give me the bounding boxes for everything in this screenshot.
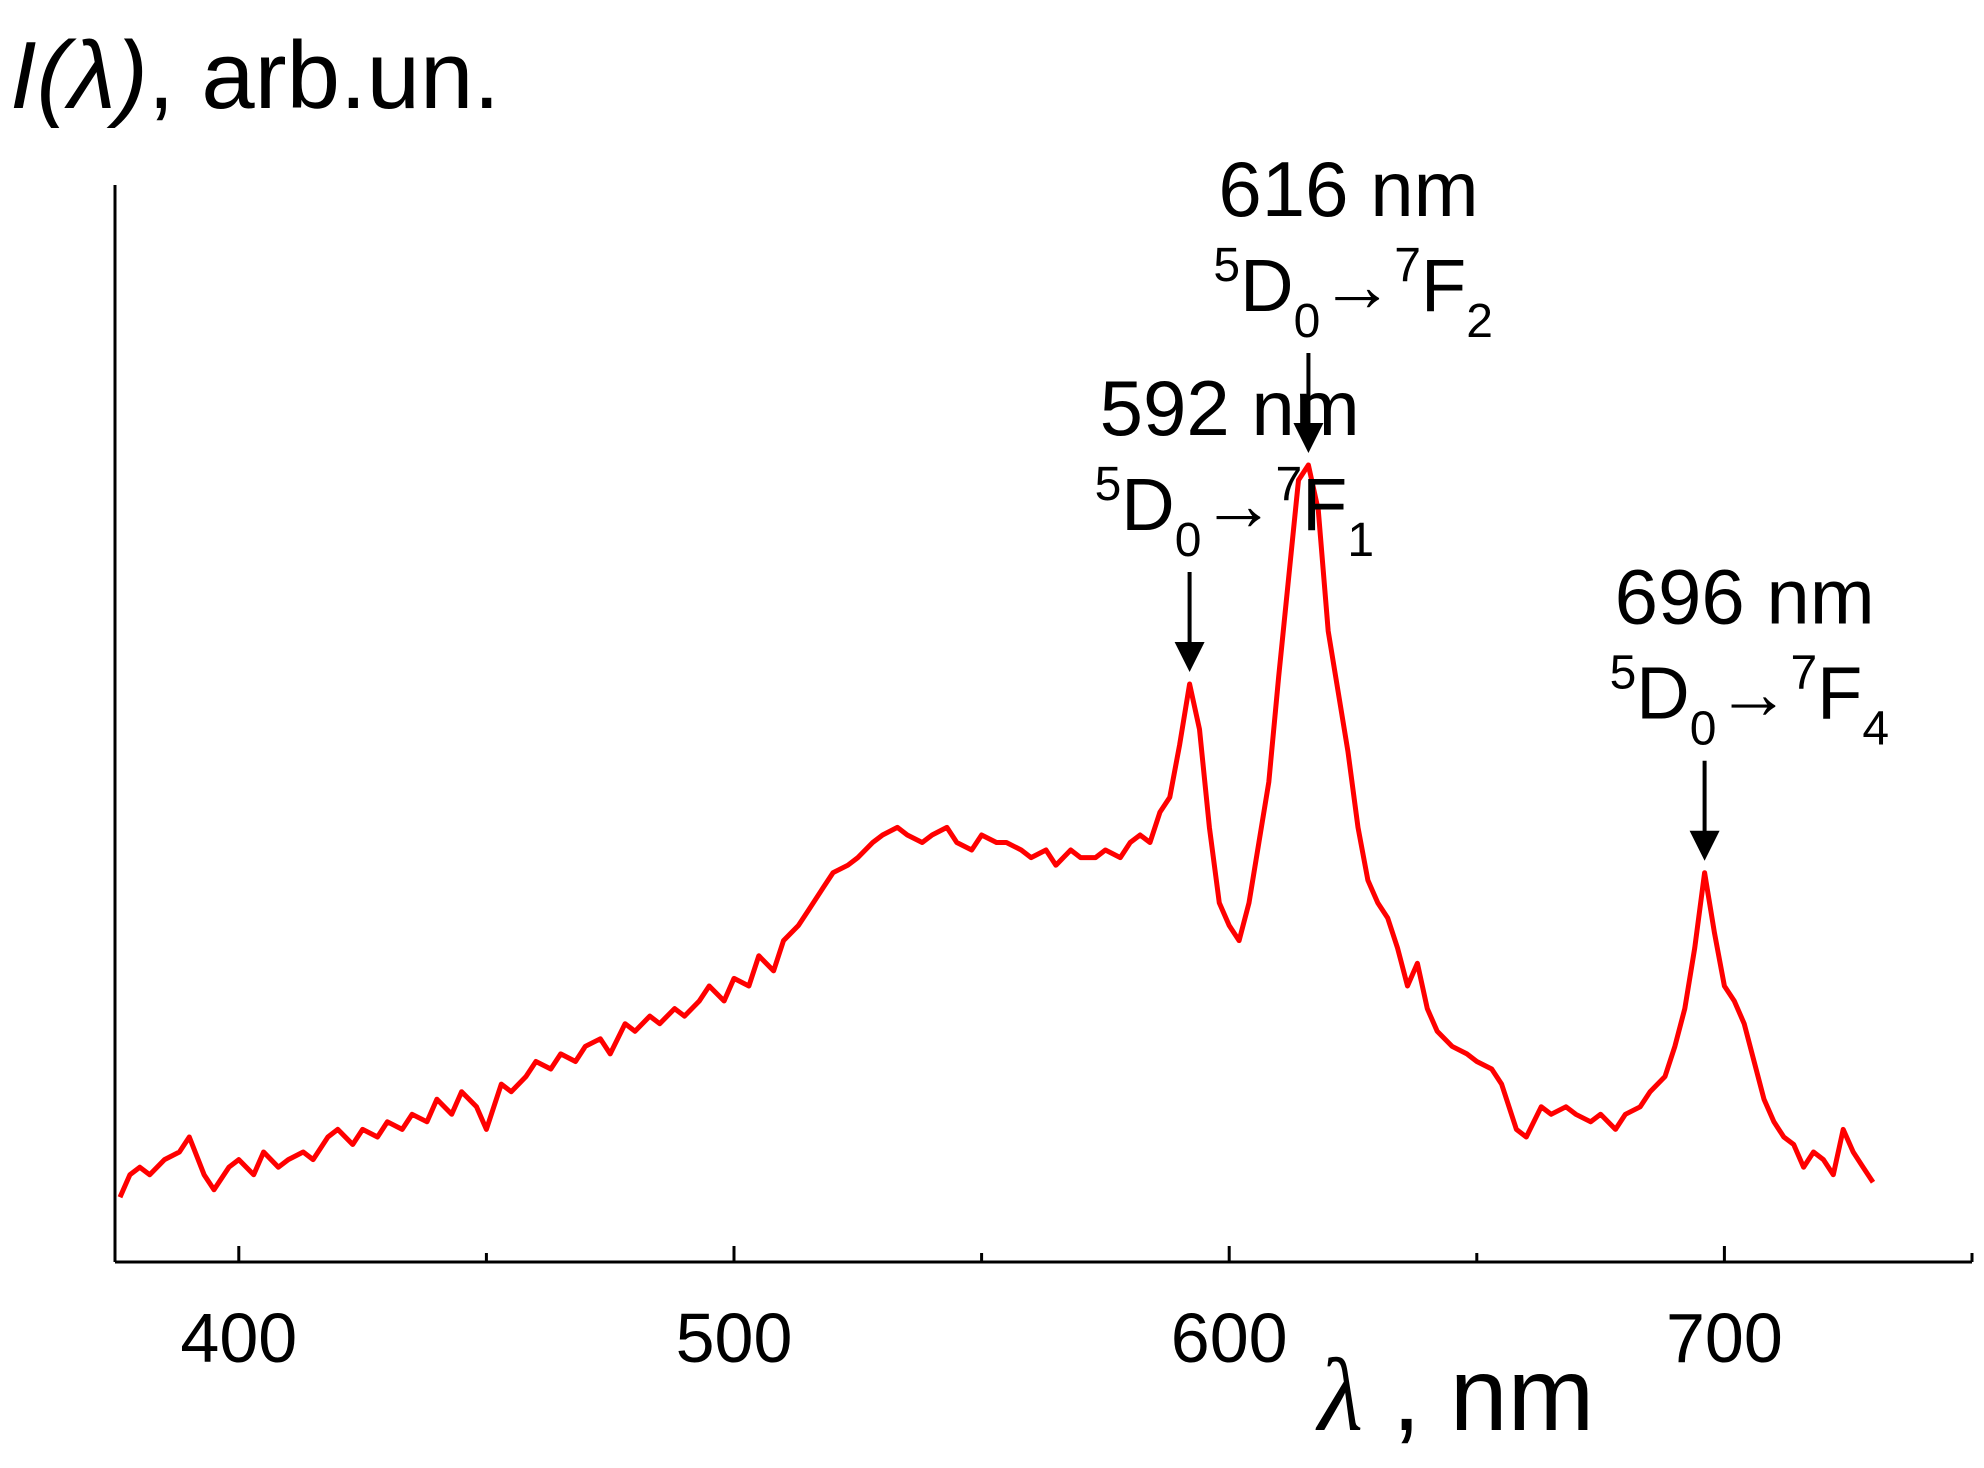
transition-label: 5D0→7F1 bbox=[1095, 458, 1374, 567]
transition-part: 7 bbox=[1790, 647, 1817, 700]
transition-part: 2 bbox=[1466, 295, 1493, 348]
peak-arrow-head bbox=[1293, 423, 1324, 453]
transition-part: 5 bbox=[1095, 458, 1122, 511]
x-axis-label: λ , nm bbox=[1315, 1337, 1594, 1453]
transition-part: 5 bbox=[1213, 239, 1240, 292]
transition-part: → bbox=[1716, 652, 1790, 735]
peak-arrow-head bbox=[1689, 830, 1720, 861]
y-axis-label-unit: , arb.un. bbox=[148, 22, 500, 129]
y-axis-label-symbol: I(λ) bbox=[10, 22, 148, 129]
transition-part: 4 bbox=[1862, 703, 1889, 756]
transition-part: 7 bbox=[1275, 458, 1302, 511]
peak-wavelength-label: 616 nm bbox=[1218, 145, 1478, 233]
transition-part: 0 bbox=[1175, 514, 1202, 567]
transition-label: 5D0→7F2 bbox=[1213, 239, 1492, 348]
x-tick-label: 400 bbox=[180, 1299, 297, 1377]
transition-part: 5 bbox=[1610, 647, 1637, 700]
transition-part: 1 bbox=[1347, 514, 1374, 567]
transition-part: 0 bbox=[1690, 703, 1717, 756]
transition-label: 5D0→7F4 bbox=[1610, 647, 1889, 756]
x-tick-label: 700 bbox=[1666, 1299, 1783, 1377]
transition-part: F bbox=[1302, 463, 1347, 546]
x-axis-label-unit: , nm bbox=[1363, 1337, 1594, 1453]
peak-wavelength-label: 696 nm bbox=[1615, 553, 1875, 641]
transition-part: 0 bbox=[1294, 295, 1321, 348]
x-tick-label: 500 bbox=[676, 1299, 793, 1377]
peak-wavelength-label: 592 nm bbox=[1100, 364, 1360, 452]
transition-part: F bbox=[1421, 244, 1466, 327]
transition-part: → bbox=[1320, 244, 1394, 327]
transition-part: 7 bbox=[1394, 239, 1421, 292]
x-tick-label: 600 bbox=[1171, 1299, 1288, 1377]
x-axis-label-symbol: λ bbox=[1315, 1338, 1363, 1453]
transition-part: D bbox=[1121, 463, 1174, 546]
y-axis-label: I(λ), arb.un. bbox=[10, 22, 500, 129]
peak-arrow-head bbox=[1174, 641, 1205, 672]
series-line bbox=[117, 462, 1876, 1199]
transition-part: D bbox=[1240, 244, 1293, 327]
transition-part: D bbox=[1636, 652, 1689, 735]
x-axis-tick-labels: 400 500 600 700 bbox=[180, 1299, 1782, 1377]
transition-part: F bbox=[1817, 652, 1862, 735]
x-axis-ticks bbox=[237, 1246, 1974, 1262]
transition-part: → bbox=[1201, 463, 1275, 546]
